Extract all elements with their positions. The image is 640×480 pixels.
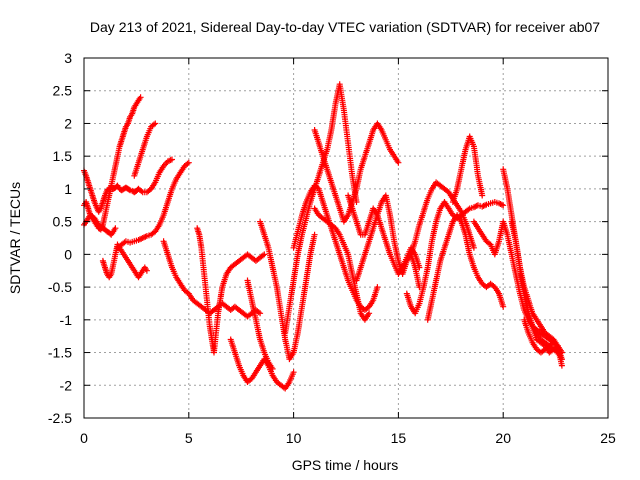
x-tick-label: 10 — [286, 430, 302, 446]
data-point — [269, 365, 276, 372]
data-point — [169, 156, 175, 163]
series-track-14 — [290, 182, 381, 313]
y-tick-label: 0 — [64, 246, 72, 262]
x-tick-label: 25 — [600, 430, 616, 446]
y-tick-label: 1.5 — [53, 148, 73, 164]
data-point — [366, 310, 373, 317]
series-track-18 — [353, 192, 423, 291]
series-track-1 — [81, 94, 144, 233]
series-track-12 — [257, 218, 318, 363]
series-track-7 — [131, 120, 159, 179]
data-points — [81, 81, 565, 392]
y-tick-label: -2.5 — [48, 410, 72, 426]
series-track-5 — [114, 159, 192, 251]
data-point — [261, 251, 268, 258]
series-track-16 — [311, 205, 373, 323]
data-point — [558, 362, 565, 369]
data-point — [112, 225, 119, 232]
data-point — [152, 120, 159, 127]
series-track-27 — [521, 316, 565, 369]
plot-frame — [83, 57, 609, 419]
data-point — [257, 310, 264, 317]
data-point — [395, 159, 402, 166]
x-tick-label: 0 — [80, 430, 88, 446]
data-point — [482, 202, 488, 209]
data-point — [290, 369, 297, 376]
x-tick-label: 20 — [495, 430, 511, 446]
x-axis-label: GPS time / hours — [292, 457, 399, 473]
series-track-6 — [135, 156, 175, 196]
y-axis-label: SDTVAR / TECUs — [7, 182, 23, 294]
series-track-4 — [99, 241, 150, 281]
y-tick-label: -2 — [60, 377, 73, 393]
series-track-17 — [345, 192, 423, 277]
y-tick-label: -1.5 — [48, 345, 72, 361]
series-track-15 — [311, 120, 402, 225]
data-point — [143, 267, 150, 274]
data-point — [479, 192, 486, 199]
series-track-20 — [408, 179, 477, 258]
data-point — [137, 94, 144, 101]
data-point — [185, 159, 192, 166]
y-tick-label: -0.5 — [48, 279, 72, 295]
grid-lines — [84, 58, 608, 418]
data-point — [500, 202, 507, 209]
data-point — [311, 231, 318, 238]
y-tick-label: 1 — [64, 181, 72, 197]
y-tick-label: -1 — [60, 312, 73, 328]
series-track-9 — [194, 225, 268, 356]
series-track-22 — [449, 133, 486, 205]
x-tick-label: 5 — [185, 430, 193, 446]
series-track-26 — [517, 271, 565, 356]
series-track-3 — [81, 212, 119, 238]
data-point — [500, 303, 507, 310]
y-tick-label: 2.5 — [53, 83, 73, 99]
y-tick-label: 3 — [64, 50, 72, 66]
axis-ticks: 0 5 10 15 20 25 -2.5 -2 -1.5 -1 -0.5 0 0.5 1 1.5 2 2.5 3 — [48, 50, 616, 446]
series-track-21 — [424, 212, 507, 323]
series-track-10 — [227, 336, 297, 392]
y-tick-label: 2 — [64, 115, 72, 131]
series-track-11 — [244, 277, 276, 372]
data-point — [374, 284, 381, 291]
series-track-24 — [500, 166, 565, 363]
chart-title: Day 213 of 2021, Sidereal Day-to-day VTE… — [90, 19, 600, 35]
y-tick-label: 0.5 — [53, 214, 73, 230]
x-tick-label: 15 — [391, 430, 407, 446]
data-point — [470, 244, 477, 251]
